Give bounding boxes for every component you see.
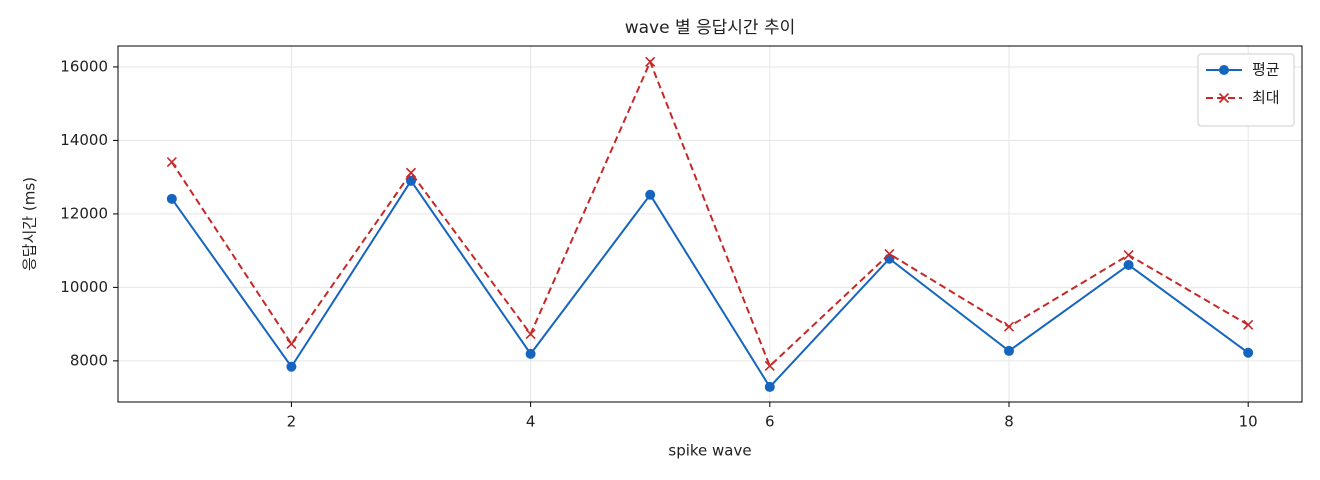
plot-frame [117,45,1303,403]
point [645,56,656,67]
point [286,338,297,350]
x-axis-label: spike wave [668,442,751,460]
point [1003,321,1015,332]
x-tick-label: 8 [1004,413,1014,431]
point [286,361,297,372]
point [405,167,417,178]
legend-marker [1218,92,1230,104]
point [1123,259,1134,270]
point [525,328,536,340]
point [764,381,775,392]
x-tick-label: 6 [765,413,775,431]
point [645,189,656,200]
point [166,157,177,168]
x-tick-label: 2 [287,413,297,431]
point [525,348,536,359]
point [1243,347,1254,358]
x-tick-label: 10 [1239,413,1258,431]
legend-label: 평균 [1252,61,1280,79]
legend-label: 최대 [1252,89,1280,107]
point [1123,249,1134,261]
point [1003,345,1014,356]
series-line [170,59,1249,368]
y-tick-label: 12000 [60,204,108,222]
point [884,248,895,260]
x-tick-label: 4 [526,413,536,431]
y-tick-label: 10000 [60,278,108,296]
point [406,175,417,186]
y-tick-label: 8000 [70,351,108,369]
series-line [171,179,1249,389]
point [1243,319,1254,330]
y-tick-label: 16000 [60,57,108,75]
legend-marker [1219,65,1229,75]
point [764,360,775,372]
chart-title: wave 별 응답시간 추이 [625,18,796,38]
y-tick-label: 14000 [60,131,108,149]
y-axis-label: 응답시간 (ms) [21,177,39,271]
point [166,193,177,204]
